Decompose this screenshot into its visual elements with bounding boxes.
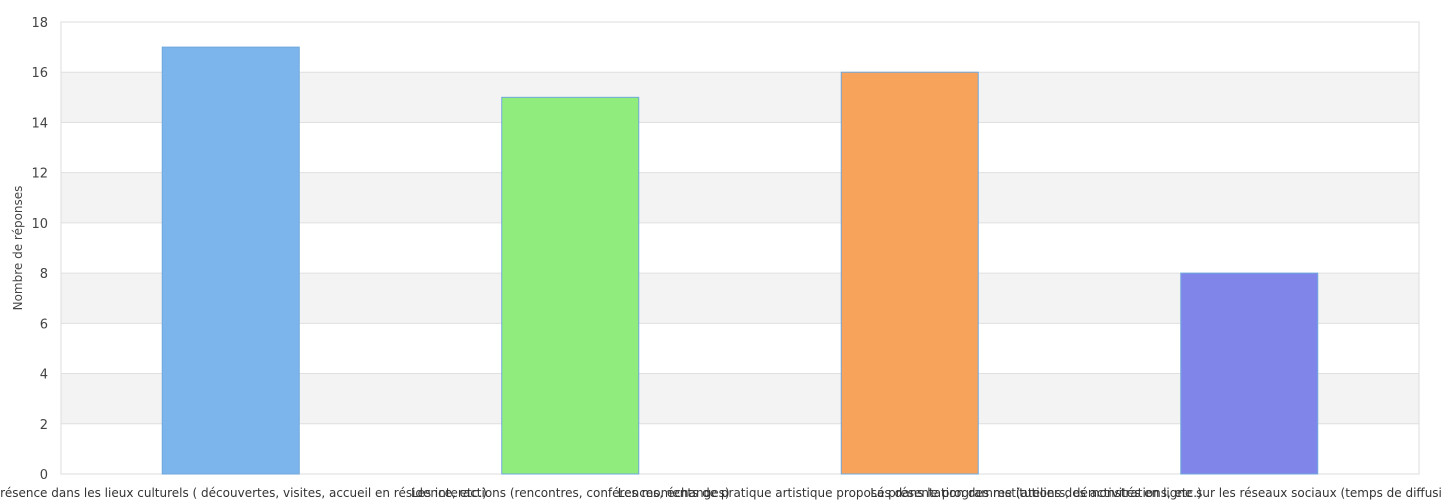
y-tick-label: 8 <box>40 267 48 282</box>
x-category-label: La présence dans les lieux culturels ( d… <box>0 486 487 500</box>
bars <box>161 46 1319 475</box>
bar <box>501 96 640 475</box>
y-tick-label: 14 <box>31 116 48 131</box>
y-tick-label: 10 <box>31 217 48 232</box>
x-category-label: Les moments de pratique artistique propo… <box>618 486 1202 500</box>
y-tick-label: 16 <box>31 66 48 81</box>
y-tick-label: 6 <box>40 317 48 332</box>
y-tick-label: 4 <box>40 368 48 383</box>
x-category-label: La présentation des restitutions des act… <box>870 486 1442 500</box>
y-tick-label: 2 <box>40 418 48 433</box>
bar <box>161 46 300 475</box>
x-category-label: Les interactions (rencontres, conférence… <box>411 486 730 500</box>
plot-border <box>60 21 1420 475</box>
y-tick-label: 18 <box>31 16 48 31</box>
bar <box>840 71 979 475</box>
y-tick-label: 12 <box>31 167 48 182</box>
x-axis-category-labels: La présence dans les lieux culturels ( d… <box>0 486 1442 500</box>
y-axis-title: Nombre de réponses <box>11 186 25 311</box>
bar <box>1180 272 1319 475</box>
y-tick-label: 0 <box>40 468 48 483</box>
y-axis-tick-labels: 0 2 4 6 8 10 12 14 16 18 <box>31 16 48 483</box>
